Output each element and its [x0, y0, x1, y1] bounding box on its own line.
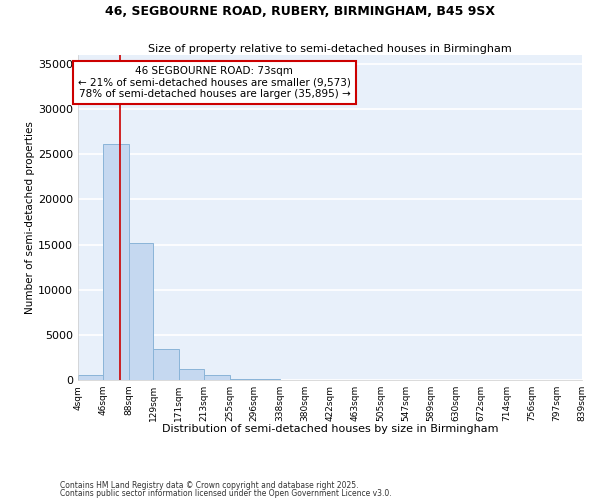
- Bar: [154, 350, 179, 380]
- Text: Contains public sector information licensed under the Open Government Licence v3: Contains public sector information licen…: [60, 488, 392, 498]
- Bar: [78, 376, 103, 380]
- Text: 46 SEGBOURNE ROAD: 73sqm
← 21% of semi-detached houses are smaller (9,573)
78% o: 46 SEGBOURNE ROAD: 73sqm ← 21% of semi-d…: [78, 66, 351, 99]
- Text: Contains HM Land Registry data © Crown copyright and database right 2025.: Contains HM Land Registry data © Crown c…: [60, 481, 359, 490]
- Y-axis label: Number of semi-detached properties: Number of semi-detached properties: [25, 121, 35, 314]
- Bar: [204, 376, 230, 380]
- Bar: [230, 378, 254, 380]
- Text: 46, SEGBOURNE ROAD, RUBERY, BIRMINGHAM, B45 9SX: 46, SEGBOURNE ROAD, RUBERY, BIRMINGHAM, …: [105, 5, 495, 18]
- Bar: [129, 243, 154, 380]
- X-axis label: Distribution of semi-detached houses by size in Birmingham: Distribution of semi-detached houses by …: [162, 424, 498, 434]
- Title: Size of property relative to semi-detached houses in Birmingham: Size of property relative to semi-detach…: [148, 44, 512, 54]
- Bar: [179, 369, 204, 380]
- Bar: [103, 144, 129, 380]
